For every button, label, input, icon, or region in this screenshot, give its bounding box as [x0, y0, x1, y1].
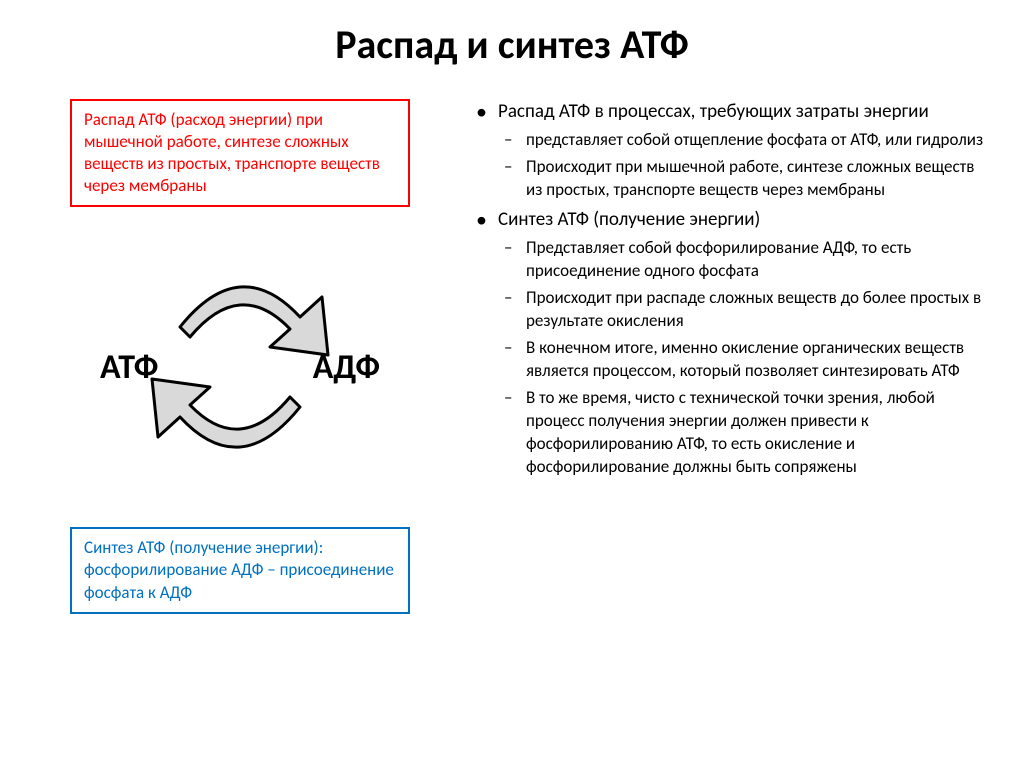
- cycle-right-label: АДФ: [313, 347, 380, 388]
- bullet-list: Распад АТФ в процессах, требующих затрат…: [470, 99, 984, 478]
- right-column: Распад АТФ в процессах, требующих затрат…: [470, 99, 984, 614]
- sub-list: представляет собой отщепление фосфата от…: [498, 129, 984, 202]
- page-title: Распад и синтез АТФ: [40, 20, 984, 69]
- sub-item: представляет собой отщепление фосфата от…: [498, 129, 984, 152]
- bullet-text: Синтез АТФ (получение энергии): [498, 208, 760, 231]
- sub-item: Происходит при мышечной работе, синтезе …: [498, 156, 984, 202]
- cycle-labels: АТФ АДФ: [70, 347, 410, 388]
- list-item: Синтез АТФ (получение энергии) Представл…: [470, 207, 984, 478]
- sub-item: Происходит при распаде сложных веществ д…: [498, 287, 984, 333]
- sub-item: Представляет собой фосфорилирование АДФ,…: [498, 237, 984, 283]
- cycle-left-label: АТФ: [100, 347, 158, 388]
- sub-list: Представляет собой фосфорилирование АДФ,…: [498, 237, 984, 478]
- list-item: Распад АТФ в процессах, требующих затрат…: [470, 99, 984, 201]
- arrow-bottom: [152, 379, 300, 447]
- sub-item: В конечном итоге, именно окисление орган…: [498, 337, 984, 383]
- cycle-diagram: АТФ АДФ: [70, 237, 410, 497]
- left-column: Распад АТФ (расход энергии) при мышечной…: [40, 99, 440, 614]
- top-info-box: Распад АТФ (расход энергии) при мышечной…: [70, 99, 410, 207]
- arrow-top: [180, 287, 328, 355]
- sub-item: В то же время, чисто с технической точки…: [498, 387, 984, 479]
- bullet-text: Распад АТФ в процессах, требующих затрат…: [498, 100, 929, 123]
- bottom-info-box: Синтез АТФ (получение энергии): фосфорил…: [70, 527, 410, 613]
- content-wrapper: Распад АТФ (расход энергии) при мышечной…: [40, 99, 984, 614]
